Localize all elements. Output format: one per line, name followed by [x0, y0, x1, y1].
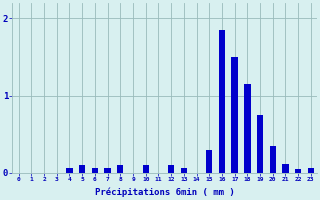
Bar	[142, 165, 149, 173]
Bar	[181, 168, 187, 173]
Bar	[308, 168, 314, 173]
Bar	[282, 164, 289, 173]
Bar	[206, 150, 212, 173]
Bar	[295, 169, 301, 173]
Bar	[117, 165, 124, 173]
Bar	[168, 165, 174, 173]
Bar	[66, 168, 73, 173]
Bar	[104, 168, 111, 173]
Bar	[257, 115, 263, 173]
Bar	[79, 165, 85, 173]
Bar	[244, 84, 251, 173]
Bar	[219, 30, 225, 173]
X-axis label: Précipitations 6min ( mm ): Précipitations 6min ( mm )	[95, 188, 235, 197]
Bar	[92, 168, 98, 173]
Bar	[231, 57, 238, 173]
Bar	[269, 146, 276, 173]
